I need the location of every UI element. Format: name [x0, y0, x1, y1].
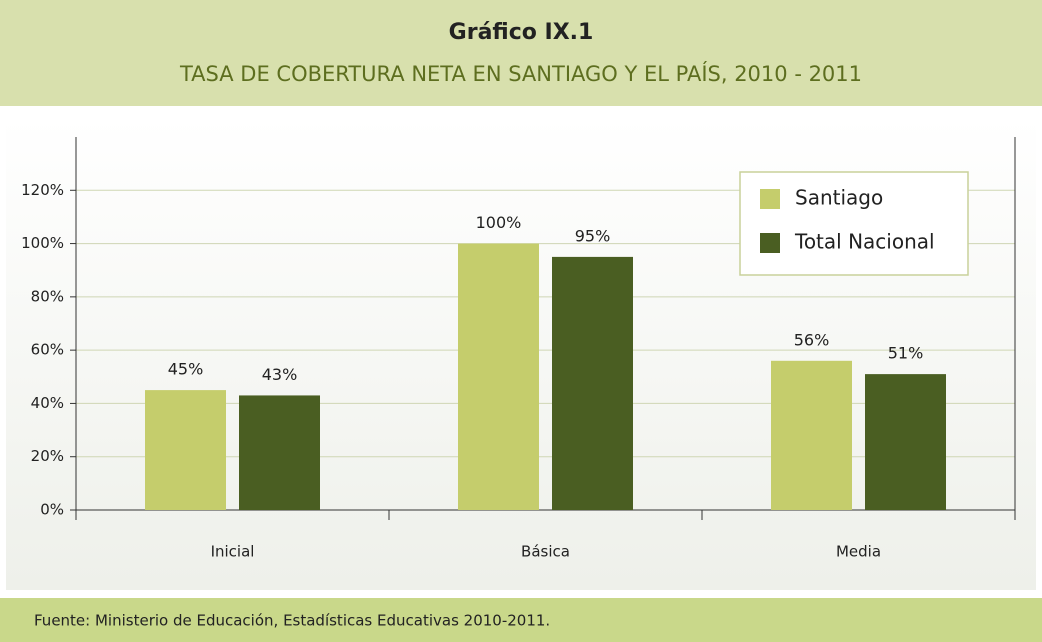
x-tick-label: Básica	[521, 543, 570, 561]
y-tick-label: 100%	[21, 234, 64, 252]
legend-label: Santiago	[795, 186, 883, 210]
data-label: 45%	[168, 360, 204, 379]
legend-swatch	[760, 189, 780, 209]
bar	[865, 374, 946, 510]
footer-band	[0, 598, 1042, 642]
bar	[239, 395, 320, 510]
data-label: 51%	[888, 344, 924, 363]
legend-swatch	[760, 233, 780, 253]
x-tick-label: Inicial	[211, 543, 255, 561]
chart-subtitle: TASA DE COBERTURA NETA EN SANTIAGO Y EL …	[179, 61, 862, 86]
data-label: 100%	[476, 213, 522, 232]
header-band	[0, 0, 1042, 106]
data-label: 95%	[575, 226, 611, 245]
y-tick-label: 40%	[31, 394, 64, 412]
data-label: 56%	[794, 330, 830, 349]
data-label: 43%	[262, 365, 298, 384]
y-tick-label: 0%	[40, 501, 64, 519]
bar	[458, 243, 539, 511]
y-tick-label: 20%	[31, 447, 64, 465]
y-tick-label: 60%	[31, 341, 64, 359]
y-tick-label: 120%	[21, 181, 64, 199]
legend-label: Total Nacional	[794, 230, 935, 254]
y-tick-label: 80%	[31, 287, 64, 305]
chart-title: Gráfico IX.1	[449, 20, 594, 45]
source-note: Fuente: Ministerio de Educación, Estadís…	[34, 612, 550, 630]
x-tick-label: Media	[836, 543, 881, 561]
bar	[771, 360, 852, 510]
bar	[552, 256, 633, 510]
bar	[145, 390, 226, 510]
